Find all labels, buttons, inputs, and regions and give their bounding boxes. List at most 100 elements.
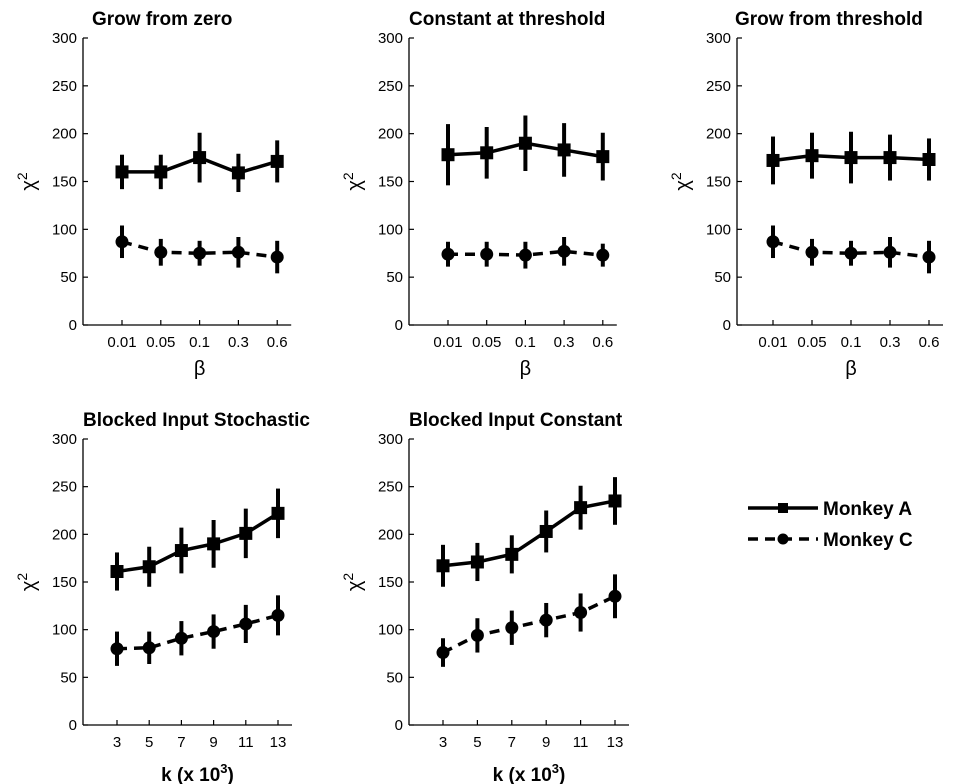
data-point-square xyxy=(806,149,819,162)
y-tick-label: 200 xyxy=(52,526,77,543)
y-tick-label: 250 xyxy=(52,78,77,95)
data-point-circle xyxy=(154,246,167,259)
y-tick-label: 150 xyxy=(52,574,77,591)
legend-marker-monkey-c xyxy=(778,534,789,545)
data-point-square xyxy=(271,155,284,168)
x-tick-label: 5 xyxy=(473,734,481,751)
data-point-circle xyxy=(111,642,124,655)
x-tick-label: 0.05 xyxy=(146,334,175,351)
y-tick-label: 150 xyxy=(52,174,77,191)
y-tick-label: 0 xyxy=(395,317,403,334)
data-point-circle xyxy=(143,641,156,654)
x-axis-label: β xyxy=(520,358,532,380)
data-point-square xyxy=(272,507,285,520)
data-point-square xyxy=(175,544,188,557)
data-point-square xyxy=(596,150,609,163)
x-tick-label: 9 xyxy=(209,734,217,751)
y-tick-label: 300 xyxy=(52,431,77,448)
data-point-square xyxy=(239,527,252,540)
data-point-square xyxy=(143,560,156,573)
y-tick-label: 50 xyxy=(714,269,731,286)
y-tick-label: 0 xyxy=(69,317,77,334)
y-tick-label: 100 xyxy=(378,622,403,639)
series-monkey-a xyxy=(437,477,622,587)
series-line xyxy=(443,501,615,566)
data-point-circle xyxy=(596,249,609,262)
x-axis-label: β xyxy=(845,358,857,380)
data-point-circle xyxy=(519,249,532,262)
y-tick-label: 200 xyxy=(378,526,403,543)
data-point-square xyxy=(437,559,450,572)
y-tick-label: 100 xyxy=(52,221,77,238)
data-point-square xyxy=(207,537,220,550)
x-tick-label: 0.01 xyxy=(433,334,462,351)
y-tick-label: 300 xyxy=(706,30,731,47)
data-point-square xyxy=(923,153,936,166)
x-tick-label: 0.1 xyxy=(841,334,862,351)
y-tick-label: 300 xyxy=(378,431,403,448)
y-axis-label: χ2 xyxy=(668,172,694,191)
y-tick-label: 200 xyxy=(706,126,731,143)
data-point-square xyxy=(558,143,571,156)
y-axis-label: χ2 xyxy=(340,573,366,592)
series-line xyxy=(443,596,615,652)
chart-title: Constant at threshold xyxy=(409,9,605,30)
data-point-square xyxy=(884,151,897,164)
x-tick-label: 7 xyxy=(508,734,516,751)
x-tick-label: 0.1 xyxy=(515,334,536,351)
y-axis-label: χ2 xyxy=(14,172,40,191)
data-point-square xyxy=(111,565,124,578)
data-point-square xyxy=(767,154,780,167)
data-point-circle xyxy=(442,248,455,261)
data-point-circle xyxy=(558,245,571,258)
data-point-circle xyxy=(437,646,450,659)
x-tick-label: 0.01 xyxy=(758,334,787,351)
series-monkey-c xyxy=(111,595,285,666)
chart-title: Blocked Input Stochastic xyxy=(83,410,310,431)
legend-label-monkey-a: Monkey A xyxy=(823,499,912,520)
data-point-circle xyxy=(505,621,518,634)
x-tick-label: 11 xyxy=(573,734,589,751)
data-point-circle xyxy=(232,246,245,259)
data-point-square xyxy=(193,151,206,164)
x-tick-label: 11 xyxy=(238,734,254,751)
data-point-square xyxy=(480,146,493,159)
data-point-square xyxy=(574,501,587,514)
x-tick-label: 7 xyxy=(177,734,185,751)
data-point-circle xyxy=(193,247,206,260)
x-tick-label: 0.1 xyxy=(189,334,210,351)
x-axis-label: β xyxy=(194,358,206,380)
data-point-circle xyxy=(540,614,553,627)
data-point-square xyxy=(609,494,622,507)
x-tick-label: 0.3 xyxy=(554,334,575,351)
series-monkey-c xyxy=(116,226,284,274)
y-tick-label: 250 xyxy=(706,78,731,95)
x-tick-label: 0.01 xyxy=(107,334,136,351)
series-monkey-a xyxy=(116,133,284,192)
y-tick-label: 250 xyxy=(378,78,403,95)
chart-title: Blocked Input Constant xyxy=(409,410,623,431)
y-tick-label: 150 xyxy=(706,174,731,191)
data-point-circle xyxy=(175,632,188,645)
data-point-circle xyxy=(207,625,220,638)
y-tick-label: 50 xyxy=(386,269,403,286)
y-tick-label: 100 xyxy=(706,221,731,238)
y-tick-label: 200 xyxy=(52,126,77,143)
chart-title: Grow from threshold xyxy=(735,9,923,30)
series-line xyxy=(117,513,278,571)
y-tick-label: 100 xyxy=(52,622,77,639)
y-tick-label: 50 xyxy=(60,669,77,686)
y-tick-label: 250 xyxy=(378,479,403,496)
series-monkey-a xyxy=(767,132,936,185)
chart-blocked-input-constant: Blocked Input Constant050100150200250300… xyxy=(340,410,629,784)
data-point-circle xyxy=(884,246,897,259)
data-point-square xyxy=(232,166,245,179)
x-tick-label: 9 xyxy=(542,734,550,751)
data-point-circle xyxy=(471,629,484,642)
y-tick-label: 0 xyxy=(69,717,77,734)
x-tick-label: 5 xyxy=(145,734,153,751)
data-point-circle xyxy=(609,590,622,603)
chart-grow-from-zero: Grow from zero 0 50 100 150 200 250 300 0.01 0.05… xyxy=(14,9,291,380)
